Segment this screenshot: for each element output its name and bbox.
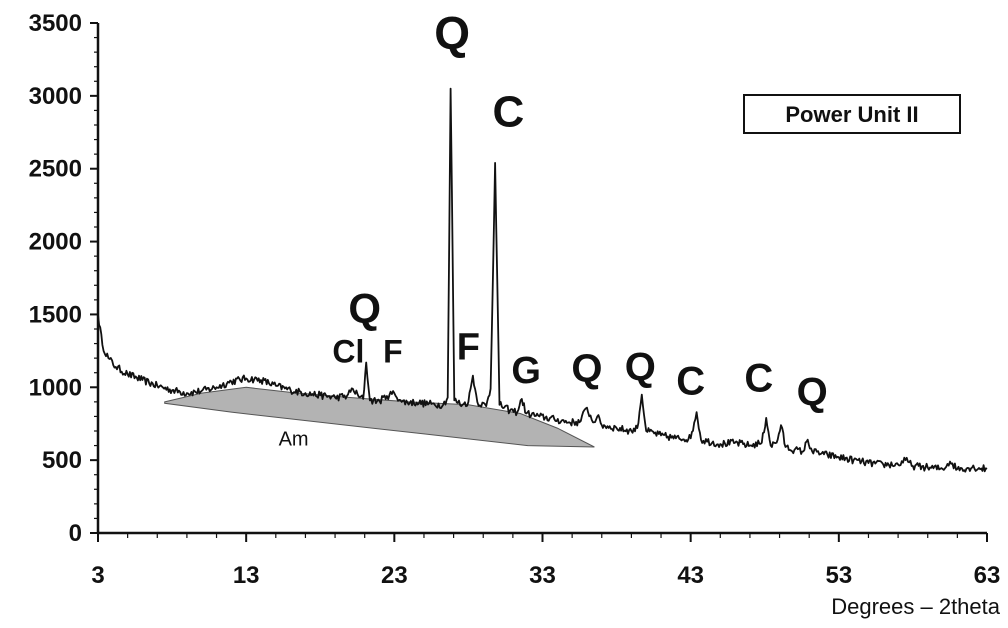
series-line — [97, 87, 988, 473]
peak-label: F — [457, 327, 480, 369]
x-tick-label: 63 — [974, 562, 1001, 589]
amorphous-label: Am — [279, 429, 309, 451]
y-tick-label: 500 — [42, 447, 82, 474]
y-tick-label: 1000 — [29, 374, 82, 401]
peak-label: F — [383, 334, 403, 370]
y-tick-label: 3000 — [29, 83, 82, 110]
peak-label: Q — [434, 7, 470, 59]
x-tick-label: 53 — [825, 562, 852, 589]
peak-label: C — [744, 357, 773, 401]
x-tick-label: 13 — [233, 562, 260, 589]
legend: Power Unit II — [743, 94, 961, 134]
peak-label: C — [493, 87, 525, 136]
x-axis-title: Degrees – 2theta — [831, 594, 1001, 619]
legend-box — [743, 94, 961, 134]
axes: 0 500 1000 1500 2000 2500 3000 3500 3 13 23 33 43 53 6… — [29, 10, 1001, 589]
amorphous-hump: Am — [164, 386, 595, 451]
peak-label: Q — [797, 370, 828, 414]
y-tick-label: 3500 — [29, 10, 82, 37]
y-tick-label: 1500 — [29, 301, 82, 328]
amorphous-region — [164, 386, 595, 448]
peak-label: Cl — [332, 334, 364, 370]
x-tick-label: 43 — [677, 562, 704, 589]
peak-label: Q — [348, 285, 381, 332]
y-tick-label: 0 — [69, 520, 82, 547]
x-tick-label: 33 — [529, 562, 556, 589]
peak-label: C — [676, 360, 705, 404]
y-tick-label: 2500 — [29, 156, 82, 183]
peak-label: Q — [571, 346, 602, 390]
peak-label: Q — [625, 345, 656, 389]
peak-label: G — [511, 350, 541, 392]
y-tick-label: 2000 — [29, 229, 82, 256]
diffraction-series — [97, 87, 988, 473]
legend-label: Power Unit II — [785, 102, 918, 127]
x-tick-label: 23 — [381, 562, 408, 589]
x-tick-label: 3 — [91, 562, 104, 589]
